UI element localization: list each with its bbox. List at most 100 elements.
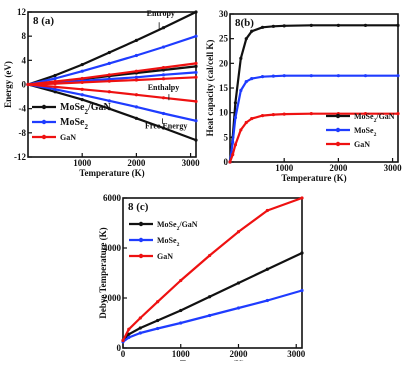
data-point [134, 78, 138, 82]
legend-label: GaN [157, 252, 173, 261]
data-point [194, 99, 198, 104]
data-point [80, 69, 84, 73]
data-point [396, 74, 400, 78]
data-point [161, 111, 166, 116]
data-point [194, 64, 198, 68]
data-point [244, 79, 248, 84]
x-tick-label: 2000 [229, 349, 248, 359]
data-point [309, 112, 313, 116]
legend-marker [138, 221, 144, 227]
y-tick-label: 12 [17, 7, 27, 17]
data-point [236, 230, 241, 234]
data-point [161, 68, 166, 72]
data-point [194, 10, 198, 14]
legend-label: MoSe2/GaN [157, 220, 198, 232]
data-point [53, 81, 57, 86]
data-point [194, 75, 198, 79]
data-point [53, 85, 57, 89]
legend-label: MoSe2 [157, 236, 180, 248]
y-tick-label: -4 [19, 104, 27, 114]
legend-label: MoSe2/GaN [354, 112, 395, 124]
y-tick-label: 25 [219, 34, 229, 44]
x-tick-label: 0 [121, 349, 126, 359]
data-point [231, 140, 235, 144]
legend-marker [335, 141, 341, 147]
y-tick-label: -12 [14, 152, 26, 162]
data-point [161, 26, 166, 30]
data-point [121, 338, 125, 343]
data-point [134, 53, 138, 58]
legend-label: GaN [354, 140, 370, 149]
data-point [161, 45, 166, 49]
y-tick-label: 6000 [103, 193, 122, 203]
x-axis-label: Temperature (K) [281, 173, 346, 183]
plot-frame [122, 197, 303, 349]
data-point [282, 112, 286, 116]
data-point [194, 61, 198, 65]
data-point [134, 69, 138, 73]
data-point [194, 34, 198, 38]
series-line [122, 252, 303, 342]
data-point [156, 326, 160, 331]
legend-marker [335, 127, 341, 133]
data-point [80, 76, 84, 81]
y-tick-label: 15 [219, 83, 229, 93]
data-point [363, 74, 368, 78]
legend-marker [335, 113, 341, 119]
chart-panel-a: 1000 2000 3000 -12 -8 -4 0 4 8 12 Temperature (K) E… [3, 7, 200, 178]
data-point [80, 98, 84, 102]
data-point [194, 70, 198, 75]
series-line [122, 196, 303, 342]
chart-panel-c: 01000200030000200040006000Temperature (K… [98, 193, 306, 366]
y-tick-label: 10 [219, 108, 229, 118]
data-point [156, 300, 160, 304]
annotation-label: Free Energy [145, 122, 187, 131]
y-tick-label: 0 [224, 157, 229, 167]
data-point [161, 77, 166, 81]
data-point [80, 62, 84, 67]
data-point [53, 90, 57, 94]
data-point [336, 74, 340, 78]
y-tick-label: 4 [22, 55, 27, 65]
x-axis-label: Temperature (K) [79, 168, 144, 178]
data-point [107, 61, 111, 65]
x-tick-label: 3000 [287, 349, 306, 359]
data-point [107, 79, 111, 83]
legend-marker [138, 253, 144, 259]
series-line [122, 289, 303, 343]
data-point [260, 25, 265, 29]
plot-frame [229, 13, 399, 163]
data-point [127, 335, 131, 340]
data-point [134, 105, 138, 109]
data-point [300, 196, 304, 200]
data-point [80, 87, 84, 91]
legend-label: MoSe2 [60, 117, 88, 131]
data-point [236, 306, 241, 310]
data-point [233, 143, 238, 147]
data-point [300, 288, 304, 293]
data-point [53, 87, 57, 91]
data-point [26, 82, 30, 87]
x-tick-label: 1000 [275, 163, 294, 173]
data-point [194, 119, 198, 123]
data-point [260, 114, 265, 118]
data-point [309, 23, 313, 27]
y-tick-label: 2000 [103, 293, 122, 303]
data-point [179, 321, 183, 325]
y-tick-label: 0 [117, 343, 122, 353]
legend-label: GaN [60, 133, 76, 142]
series-line [27, 35, 197, 86]
data-point [161, 65, 166, 70]
data-point [134, 116, 138, 120]
data-point [107, 73, 111, 77]
data-point [107, 50, 111, 55]
x-tick-label: 2000 [127, 158, 146, 168]
data-point [194, 138, 198, 142]
series-line [228, 24, 398, 163]
data-point [107, 107, 111, 111]
data-point [179, 278, 183, 283]
annotation-label: Entropy [147, 9, 175, 18]
data-point [80, 93, 84, 97]
y-tick-label: 5 [224, 132, 229, 142]
